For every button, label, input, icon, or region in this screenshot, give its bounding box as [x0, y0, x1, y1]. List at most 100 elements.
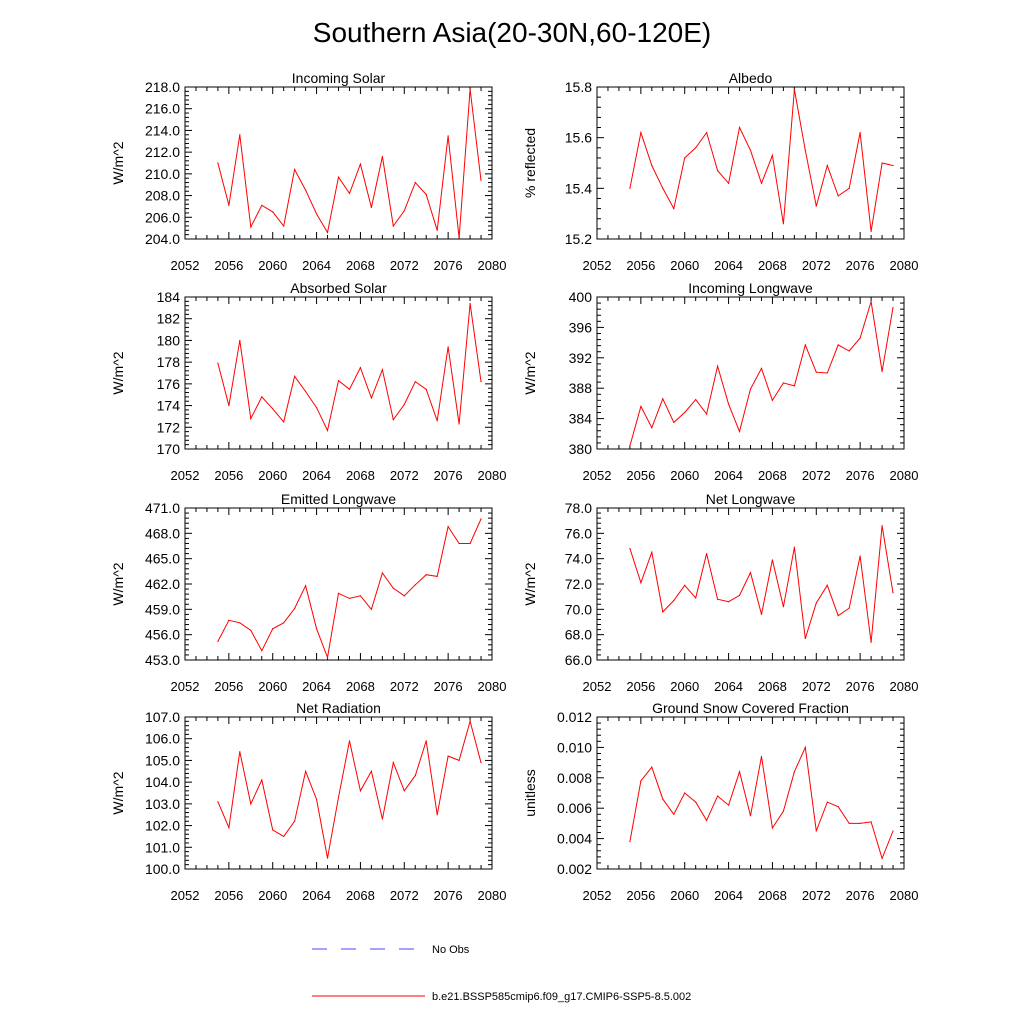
data-point	[815, 371, 817, 373]
plot-frame	[184, 507, 493, 661]
x-tick-label: 2056	[626, 258, 655, 273]
data-point	[217, 362, 219, 364]
y-tick-label: 182	[157, 311, 181, 327]
data-point	[228, 619, 230, 621]
x-tick-label: 2056	[214, 258, 243, 273]
data-point	[250, 803, 252, 805]
data-point	[870, 641, 872, 643]
panel-emitted-longwave: Emitted Longwave W/m^2 2052 2056 2060 2064 206…	[110, 491, 506, 694]
x-tick-label: 2080	[890, 468, 919, 483]
x-tick-label: 2080	[890, 888, 919, 903]
data-point	[651, 766, 653, 768]
panel-absorbed-solar: Absorbed Solar W/m^2 2052 2056 2060 2064 2068 2…	[110, 280, 506, 483]
x-tick-label: 2064	[302, 258, 331, 273]
panel-title: Incoming Longwave	[688, 280, 813, 296]
x-tick-label: 2060	[670, 679, 699, 694]
data-point	[425, 193, 427, 196]
y-tick-label: 400	[569, 289, 593, 305]
data-point	[305, 390, 307, 393]
data-point	[337, 796, 340, 798]
data-point	[662, 187, 664, 189]
data-point	[837, 806, 839, 808]
data-point	[480, 518, 482, 520]
data-point	[782, 223, 784, 225]
y-tick-label: 70.0	[565, 601, 592, 617]
x-tick-label: 2076	[846, 679, 875, 694]
series-line	[217, 719, 482, 859]
y-tick-label: 392	[569, 350, 593, 366]
data-point	[749, 815, 752, 817]
y-tick-label: 106.0	[145, 731, 180, 747]
data-point	[348, 192, 351, 194]
legend: No Obs b.e21.BSSP585cmip6.f09_g17.CMIP6-…	[312, 944, 691, 1003]
x-tick-label: 2064	[714, 679, 743, 694]
data-point	[480, 762, 482, 764]
data-point	[359, 790, 362, 792]
data-point	[294, 820, 296, 822]
data-point	[272, 211, 274, 213]
data-point	[239, 339, 241, 342]
data-point	[337, 380, 340, 382]
data-point	[337, 176, 340, 178]
data-point	[815, 830, 817, 832]
data-point	[771, 154, 774, 156]
x-tick-label: 2076	[434, 679, 463, 694]
data-point	[859, 555, 861, 557]
data-point	[458, 542, 460, 545]
data-point	[359, 366, 362, 369]
data-point	[706, 132, 708, 134]
data-point	[760, 367, 763, 370]
panel-ground-snow-covered-fraction: Ground Snow Covered Fraction unitless 2052…	[522, 700, 918, 903]
data-point	[392, 762, 394, 764]
x-tick-label: 2076	[434, 258, 463, 273]
data-point	[326, 656, 329, 659]
data-point	[381, 155, 383, 158]
data-point	[684, 157, 686, 159]
data-point	[837, 344, 839, 346]
data-point	[447, 346, 449, 348]
data-point	[881, 370, 883, 373]
data-point	[673, 208, 675, 210]
panel-incoming-longwave: Incoming Longwave W/m^2 2052 2056 2060 2064 20…	[522, 280, 918, 483]
data-point	[815, 205, 817, 207]
data-point	[272, 829, 274, 831]
x-tick-label: 2076	[434, 468, 463, 483]
data-point	[640, 405, 642, 408]
data-point	[261, 204, 263, 206]
data-point	[305, 585, 307, 587]
x-tick-label: 2068	[758, 258, 787, 273]
data-point	[403, 790, 405, 792]
data-point	[859, 822, 861, 825]
x-tick-label: 2056	[214, 468, 243, 483]
x-tick-label: 2056	[214, 679, 243, 694]
data-point	[370, 608, 372, 610]
y-tick-label: 396	[569, 319, 593, 335]
data-point	[294, 375, 296, 377]
data-point	[261, 650, 263, 652]
data-point	[760, 613, 763, 616]
x-tick-label: 2064	[302, 888, 331, 903]
y-tick-label: 0.010	[557, 739, 592, 755]
data-point	[651, 551, 653, 553]
data-point	[837, 195, 839, 197]
y-tick-label: 170	[157, 441, 181, 457]
data-point	[793, 546, 795, 548]
data-point	[228, 404, 230, 407]
data-point	[771, 399, 774, 401]
data-point	[326, 429, 329, 432]
y-tick-label: 66.0	[565, 652, 592, 668]
plot-frame	[184, 716, 493, 870]
y-tick-label: 104.0	[145, 774, 180, 790]
y-axis-label: W/m^2	[522, 562, 538, 605]
data-point	[261, 779, 263, 781]
y-tick-label: 216.0	[145, 101, 180, 117]
y-tick-label: 388	[569, 380, 593, 396]
series-line	[217, 518, 482, 660]
data-point	[315, 407, 318, 409]
data-point	[881, 162, 883, 164]
data-point	[447, 135, 449, 137]
data-point	[892, 830, 894, 832]
x-tick-label: 2056	[214, 888, 243, 903]
x-tick-label: 2080	[890, 679, 919, 694]
